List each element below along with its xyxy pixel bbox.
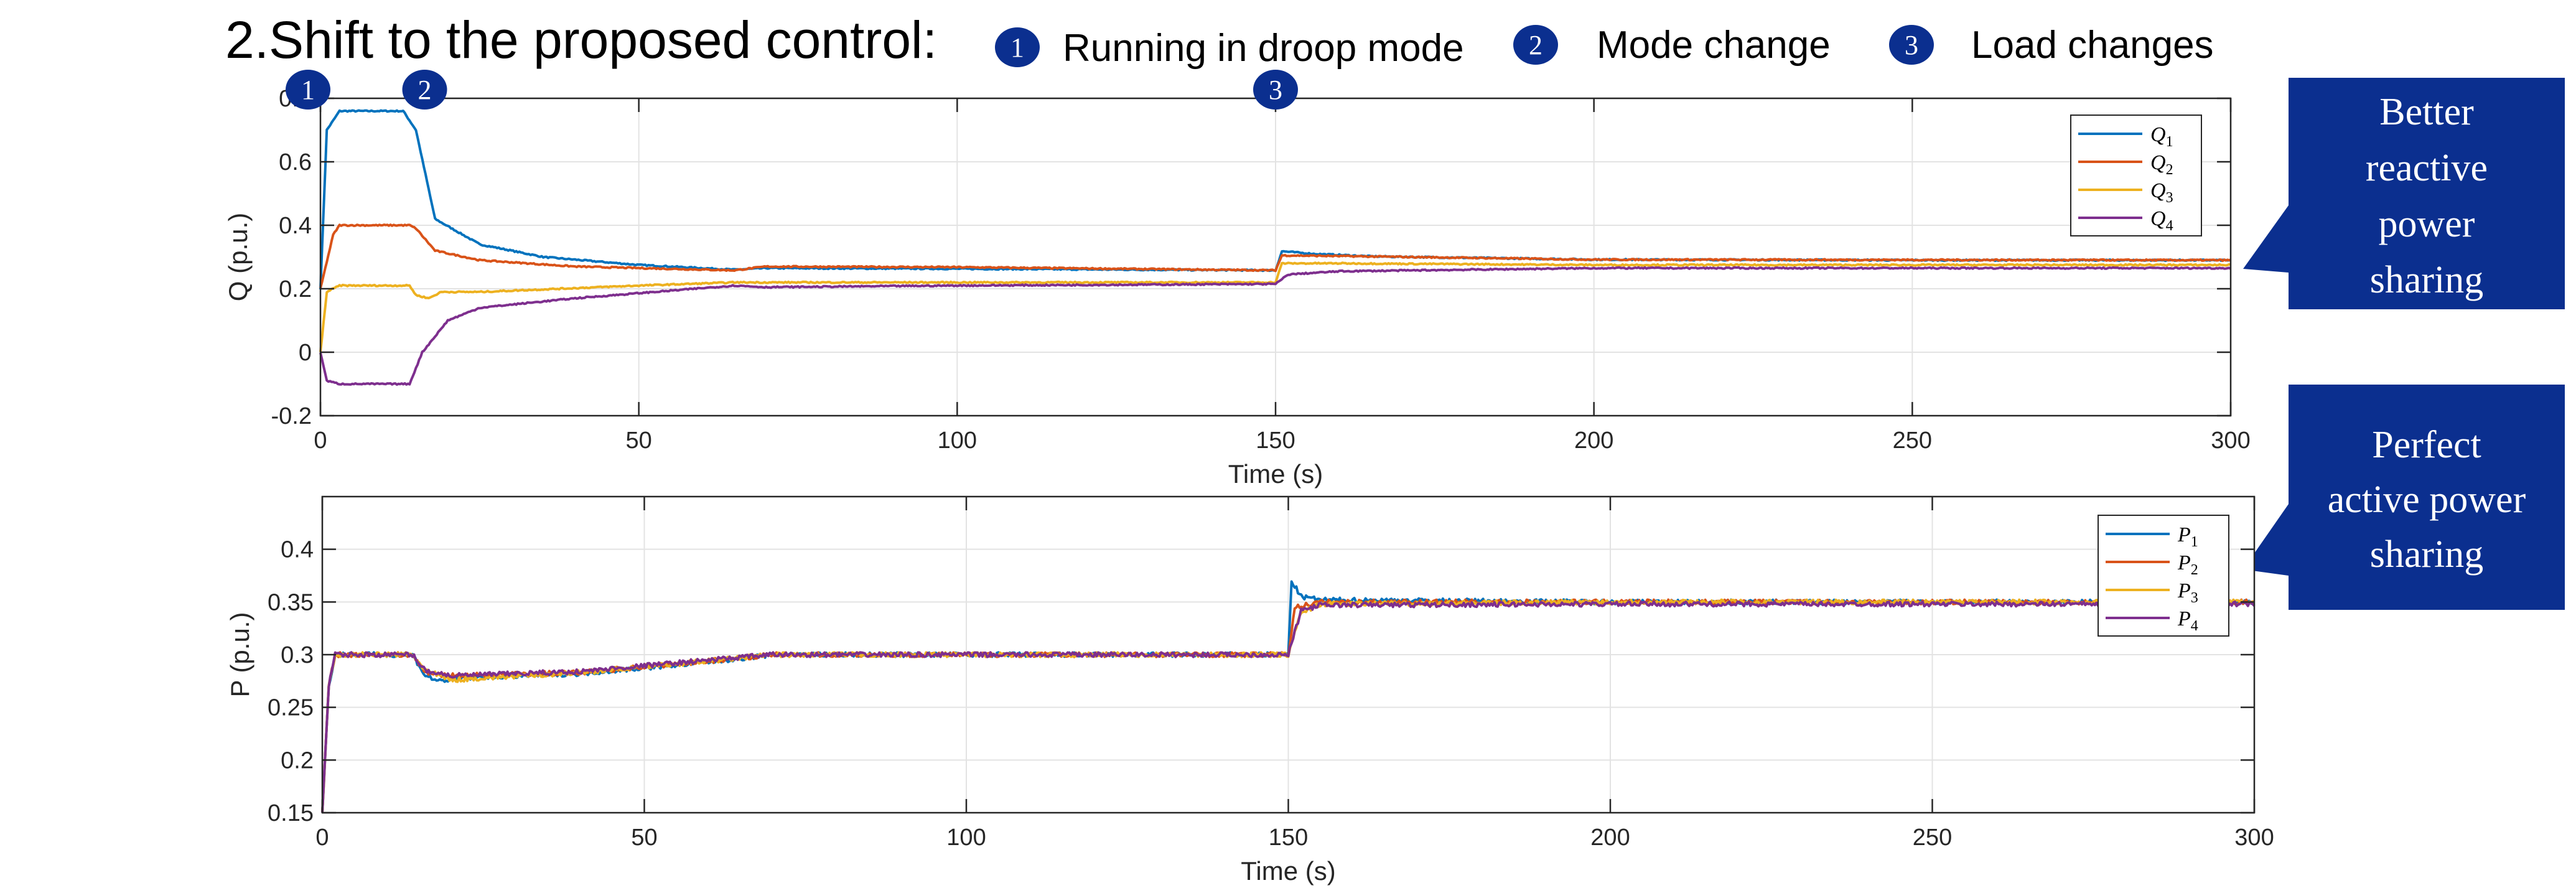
x-tick-label: 200	[1590, 825, 1630, 851]
x-tick-label: 150	[1269, 825, 1308, 851]
step-1-badge	[995, 27, 1040, 67]
series-line-p4	[321, 601, 2256, 813]
legend-box	[2098, 515, 2229, 637]
series-line-q4	[319, 266, 2231, 386]
x-tick-label: 200	[1574, 428, 1613, 454]
step-2-number: 2	[1529, 30, 1542, 60]
x-tick-label: 100	[946, 825, 986, 851]
step-3-label: Load changes	[1971, 24, 2214, 67]
legend-label-q2: Q2	[2150, 151, 2173, 178]
x-tick-label: 100	[938, 428, 977, 454]
step-3-number: 3	[1905, 30, 1918, 60]
y-tick-label: 0.4	[281, 537, 314, 563]
legend-label-q3: Q3	[2150, 179, 2173, 206]
callout-reactive-line-1: Better	[2379, 91, 2474, 133]
legend-box	[2070, 115, 2202, 236]
x-tick-label: 50	[631, 825, 657, 851]
x-axis-label: Time (s)	[1241, 856, 1335, 886]
event-marker-number: 3	[1269, 75, 1282, 105]
y-tick-label: -0.2	[271, 403, 312, 429]
legend-label-p1: P1	[2177, 523, 2198, 550]
y-tick-label: 0.2	[279, 276, 312, 302]
step-3: 3 Load changes	[1889, 24, 2214, 67]
slide-title: 2.Shift to the proposed control:	[225, 11, 937, 69]
x-tick-label: 0	[314, 428, 327, 454]
step-2-label: Mode change	[1597, 24, 1831, 67]
callout-reactive-line-3: power	[2379, 203, 2475, 245]
event-marker-badge	[286, 70, 330, 110]
callout-active-shape	[2243, 385, 2565, 610]
legend-label-q4: Q4	[2150, 207, 2173, 234]
y-tick-label: 0.3	[281, 642, 314, 668]
chart-1: 050100150200250300-0.200.20.40.60.8Time …	[223, 70, 2251, 489]
callout-reactive-sharing: Better reactive power sharing	[2243, 78, 2565, 309]
x-axis-label: Time (s)	[1228, 459, 1323, 489]
event-marker-1: 1	[286, 70, 330, 110]
y-axis-label: Q (p.u.)	[223, 213, 253, 301]
y-tick-label: 0	[299, 340, 312, 366]
series-line-q2	[319, 223, 2231, 289]
event-marker-badge	[1253, 70, 1298, 110]
callout-active-line-2: active power	[2328, 479, 2526, 521]
step-1: 1 Running in droop mode	[995, 27, 1464, 70]
y-tick-label: 0.4	[279, 213, 312, 239]
y-tick-label: 0.25	[268, 695, 314, 721]
step-1-label: Running in droop mode	[1063, 27, 1464, 70]
x-tick-label: 300	[2234, 825, 2274, 851]
callout-reactive-line-2: reactive	[2366, 147, 2488, 189]
step-1-number: 1	[1010, 32, 1024, 63]
step-2-badge	[1513, 25, 1558, 65]
x-tick-label: 150	[1256, 428, 1295, 454]
callout-reactive-line-4: sharing	[2370, 259, 2484, 301]
callout-active-line-3: sharing	[2370, 533, 2484, 576]
legend-label-q1: Q1	[2150, 123, 2173, 150]
legend-label-p2: P2	[2177, 551, 2198, 578]
legend-label-p3: P3	[2177, 579, 2198, 606]
x-tick-label: 0	[315, 825, 329, 851]
y-tick-label: 0.2	[281, 747, 314, 774]
x-tick-label: 250	[1893, 428, 1932, 454]
y-tick-label: 0.6	[279, 149, 312, 175]
y-tick-label: 0.15	[268, 800, 314, 826]
x-tick-label: 300	[2211, 428, 2250, 454]
step-3-badge	[1889, 25, 1934, 65]
event-marker-2: 2	[402, 70, 447, 110]
callout-reactive-shape	[2243, 78, 2565, 309]
legend-label-p4: P4	[2177, 607, 2198, 634]
event-marker-number: 2	[418, 75, 432, 105]
event-marker-number: 1	[301, 75, 315, 105]
charts-layer: 050100150200250300-0.200.20.40.60.8Time …	[223, 70, 2274, 886]
event-marker-3: 3	[1253, 70, 1298, 110]
x-tick-label: 50	[626, 428, 652, 454]
y-tick-label: 0.35	[268, 589, 314, 615]
step-2: 2 Mode change	[1513, 24, 1831, 67]
callout-active-line-1: Perfect	[2372, 424, 2481, 466]
event-marker-badge	[402, 70, 447, 110]
callout-active-sharing: Perfect active power sharing	[2243, 385, 2565, 610]
chart-2: 0 50 100 150 200 250 300 0.15 0.2 0.25 0.3 0.35 0.4 T…	[225, 495, 2274, 886]
x-tick-label: 250	[1913, 825, 1952, 851]
y-axis-label: P (p.u.)	[225, 612, 254, 698]
